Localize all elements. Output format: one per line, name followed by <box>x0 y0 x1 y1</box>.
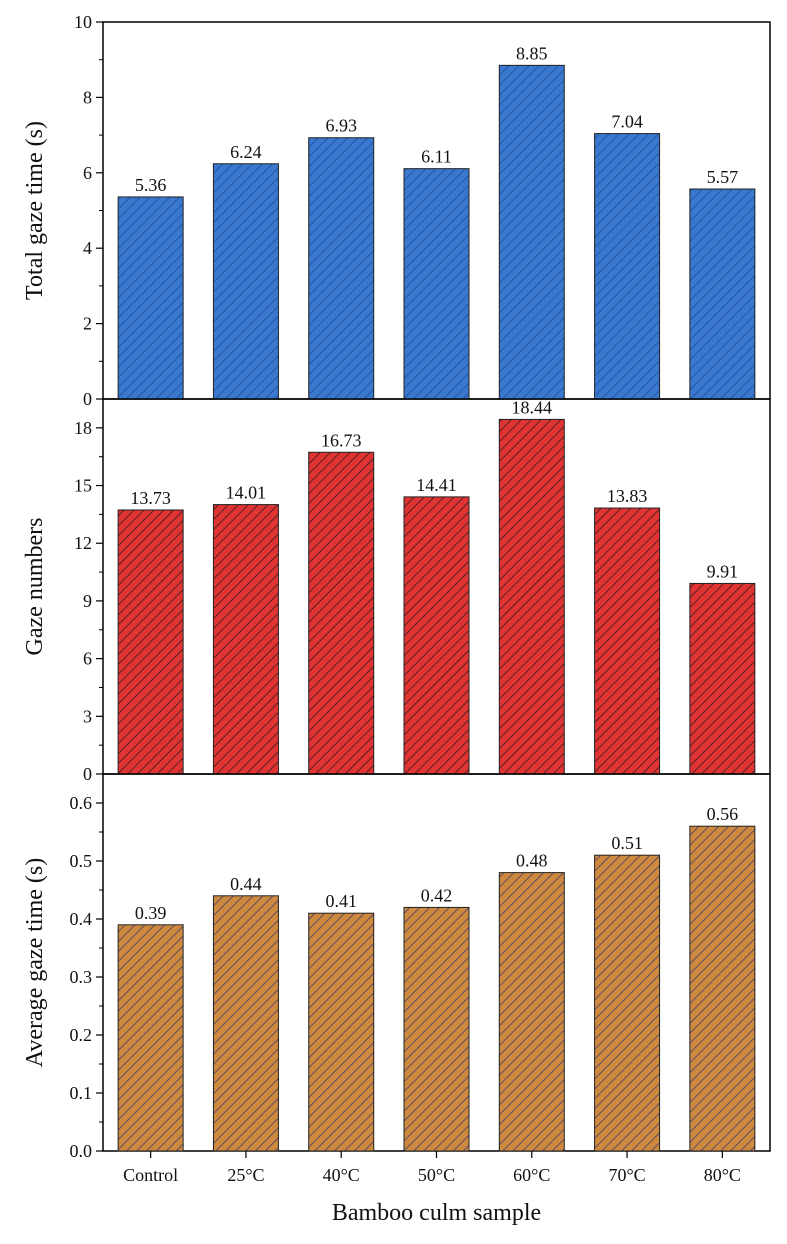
y-tick-label: 3 <box>83 706 92 726</box>
bar <box>212 163 279 400</box>
y-tick-label: 0.4 <box>70 909 93 929</box>
data-label: 6.24 <box>230 142 262 162</box>
y-axis-title: Gaze numbers <box>22 518 48 656</box>
x-tick-label: 25°C <box>227 1165 264 1185</box>
data-label: 5.57 <box>707 167 739 187</box>
y-tick-label: 4 <box>83 238 92 258</box>
data-label: 5.36 <box>135 175 167 195</box>
x-axis-title: Bamboo culm sample <box>332 1200 541 1226</box>
bar <box>308 137 375 400</box>
y-tick-label: 0.1 <box>70 1083 93 1103</box>
data-label: 6.93 <box>325 116 357 136</box>
bar <box>403 906 470 1152</box>
y-tick-label: 0.6 <box>70 793 93 813</box>
y-axis-title: Average gaze time (s) <box>22 858 48 1067</box>
bar <box>498 418 565 775</box>
data-label: 0.41 <box>325 891 357 911</box>
data-label: 0.44 <box>230 874 262 894</box>
bar <box>498 64 565 400</box>
data-label: 0.51 <box>611 833 643 853</box>
data-label: 0.39 <box>135 903 167 923</box>
x-tick-label: 60°C <box>513 1165 550 1185</box>
y-tick-label: 9 <box>83 591 92 611</box>
bar <box>308 451 375 775</box>
bar <box>689 188 756 400</box>
bar <box>594 507 661 775</box>
y-tick-label: 0.0 <box>70 1141 93 1161</box>
bar <box>689 825 756 1152</box>
y-axis-title: Total gaze time (s) <box>22 121 48 300</box>
y-tick-label: 0 <box>83 389 92 409</box>
y-tick-label: 2 <box>83 314 92 334</box>
y-tick-label: 15 <box>74 476 92 496</box>
data-label: 8.85 <box>516 43 548 63</box>
bar <box>117 924 184 1152</box>
bar <box>403 168 470 400</box>
bar <box>212 895 279 1152</box>
data-label: 16.73 <box>321 430 362 450</box>
x-tick-label: 80°C <box>704 1165 741 1185</box>
data-label: 13.73 <box>130 488 171 508</box>
data-label: 6.11 <box>421 147 452 167</box>
bar <box>498 872 565 1152</box>
bar <box>212 504 279 775</box>
bar <box>117 509 184 775</box>
bar <box>594 854 661 1152</box>
panel-average-gaze-time: Average gaze time (s) Bamboo culm sample… <box>22 773 771 1226</box>
y-tick-label: 0.3 <box>70 967 93 987</box>
y-tick-label: 8 <box>83 87 92 107</box>
x-tick-label: 40°C <box>323 1165 360 1185</box>
y-tick-label: 10 <box>74 12 92 32</box>
x-tick-label: 50°C <box>418 1165 455 1185</box>
data-label: 0.48 <box>516 851 548 871</box>
y-tick-label: 12 <box>74 533 92 553</box>
x-tick-label: Control <box>123 1165 178 1185</box>
data-label: 9.91 <box>707 561 739 581</box>
data-label: 14.41 <box>416 475 457 495</box>
data-label: 14.01 <box>226 483 267 503</box>
bar <box>308 912 375 1152</box>
y-tick-label: 6 <box>83 649 92 669</box>
y-tick-label: 0 <box>83 764 92 784</box>
data-label: 0.56 <box>707 804 739 824</box>
y-tick-label: 0.5 <box>70 851 93 871</box>
y-tick-label: 0.2 <box>70 1025 93 1045</box>
panel-total-gaze-time: Total gaze time (s) 5.36 6.24 6.93 6.11 8.85… <box>22 12 771 409</box>
y-tick-label: 18 <box>74 418 92 438</box>
data-label: 7.04 <box>611 112 643 132</box>
bar <box>117 196 184 400</box>
bar <box>403 496 470 775</box>
data-label: 13.83 <box>607 486 648 506</box>
panel-gaze-numbers: Gaze numbers 13.73 14.01 16.73 14.41 18.44 13… <box>22 397 771 784</box>
y-tick-label: 6 <box>83 163 92 183</box>
x-tick-label: 70°C <box>608 1165 645 1185</box>
bar <box>594 133 661 400</box>
data-label: 18.44 <box>512 397 553 417</box>
bar <box>689 582 756 775</box>
data-label: 0.42 <box>421 885 453 905</box>
